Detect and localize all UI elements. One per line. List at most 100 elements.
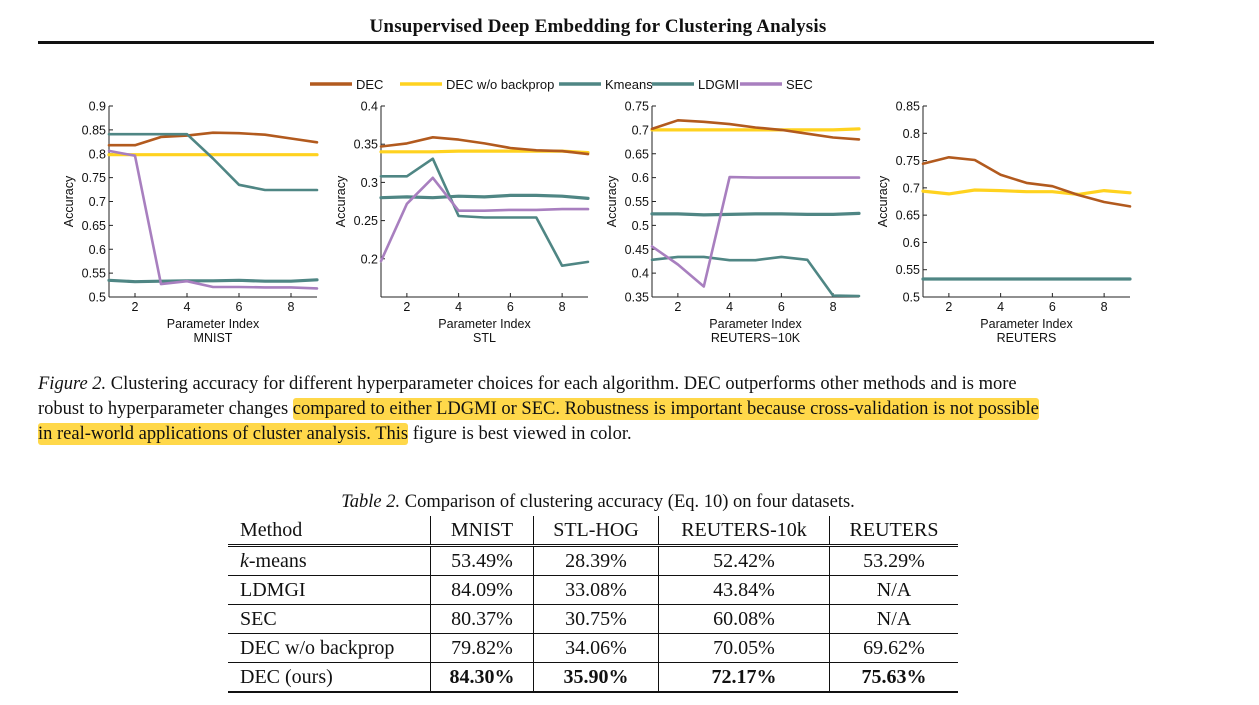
y-tick-label: 0.65 [625, 147, 649, 161]
y-tick-label: 0.9 [89, 100, 106, 114]
table-caption: Table 2. Comparison of clustering accura… [228, 492, 968, 513]
chart-panel-reuters-10k: 0.35 0.4 0.45 0.5 0.55 0.6 0.65 0.7 0.75 2 4 6 8 Para… [605, 100, 861, 345]
chart-title: STL [473, 331, 496, 345]
legend-label-dec: DEC [356, 77, 383, 92]
x-axis-label: Parameter Index [709, 317, 802, 331]
y-tick-label: 0.35 [625, 291, 649, 305]
y-axis-label: Accuracy [876, 175, 890, 227]
x-tick-label: 8 [288, 300, 295, 314]
chart-legend: DEC DEC w/o backprop Kmeans LDGMI SEC [310, 77, 813, 92]
row-method: DEC w/o backprop [228, 633, 431, 663]
cell-reuters: N/A [829, 575, 958, 605]
table-row: LDMGI 84.09% 33.08% 43.84% N/A [228, 575, 958, 605]
cell-stl-hog: 35.90% [533, 662, 659, 693]
y-tick-label: 0.6 [903, 236, 920, 250]
x-tick-label: 4 [726, 300, 733, 314]
y-tick-label: 0.3 [361, 176, 378, 190]
figure-caption-line1: Clustering accuracy for different hyperp… [106, 374, 1017, 394]
x-axis-label: Parameter Index [438, 317, 531, 331]
x-tick-label: 6 [778, 300, 785, 314]
y-tick-label: 0.75 [625, 100, 649, 114]
chart-panel-reuters: 0.5 0.55 0.6 0.65 0.7 0.75 0.8 0.85 2 4 6 8 Paramete… [876, 100, 1132, 345]
x-tick-label: 4 [455, 300, 462, 314]
figure-caption: Figure 2. Clustering accuracy for differ… [38, 372, 1156, 447]
y-tick-label: 0.85 [82, 123, 106, 137]
y-tick-label: 0.7 [632, 123, 649, 137]
x-tick-label: 6 [1049, 300, 1056, 314]
y-tick-label: 0.8 [89, 147, 106, 161]
series-line-kmeans [650, 211, 861, 217]
cell-reuters-10k: 52.42% [658, 545, 830, 576]
row-method: k-means [228, 545, 431, 576]
highlight-span-2[interactable]: in real-world applications of cluster an… [38, 423, 409, 445]
series-line-kmeans [379, 193, 590, 200]
series-line-sec [650, 175, 861, 288]
legend-item-sec: SEC [740, 77, 813, 92]
cell-stl-hog: 28.39% [533, 545, 659, 576]
y-tick-label: 0.55 [896, 263, 920, 277]
cell-reuters: N/A [829, 604, 958, 634]
chart-title: MNIST [194, 331, 233, 345]
chart-panel-mnist: 0.5 0.55 0.6 0.65 0.7 0.75 0.8 0.85 0.9 2 4 6 8 Param… [62, 100, 319, 345]
y-tick-label: 0.55 [82, 267, 106, 281]
legend-item-ldgmi: LDGMI [652, 77, 739, 92]
figure-caption-line2-plain: robust to hyperparameter changes [38, 399, 293, 419]
cell-reuters: 75.63% [829, 662, 958, 693]
series-line-ldgmi [107, 132, 319, 192]
series-line-ldgmi [650, 255, 861, 298]
table-caption-lead: Table 2. [341, 492, 401, 512]
y-tick-label: 0.25 [354, 214, 378, 228]
cell-stl-hog: 34.06% [533, 633, 659, 663]
row-method: LDMGI [228, 575, 431, 605]
series-line-ldgmi [379, 157, 590, 268]
cell-mnist: 79.82% [430, 633, 534, 663]
y-tick-label: 0.35 [354, 138, 378, 152]
legend-item-kmeans: Kmeans [559, 77, 653, 92]
x-tick-label: 6 [236, 300, 243, 314]
x-tick-label: 4 [184, 300, 191, 314]
cell-mnist: 84.30% [430, 662, 534, 693]
y-tick-label: 0.85 [896, 100, 920, 114]
figure-caption-line3-plain: figure is best viewed in color. [408, 424, 632, 444]
table-row: DEC w/o backprop 79.82% 34.06% 70.05% 69… [228, 633, 958, 663]
x-tick-label: 2 [945, 300, 952, 314]
table-row: k-means 53.49% 28.39% 52.42% 53.29% [228, 545, 958, 576]
cell-reuters: 69.62% [829, 633, 958, 663]
legend-item-dec-w-o-backprop: DEC w/o backprop [400, 77, 554, 92]
method-k-rest: -means [248, 550, 307, 572]
chart-title: REUTERS−10K [711, 331, 801, 345]
table-row: SEC 80.37% 30.75% 60.08% N/A [228, 604, 958, 634]
cell-stl-hog: 30.75% [533, 604, 659, 634]
series-line-dec-w-o-backprop [921, 188, 1132, 196]
table-row-best: DEC (ours) 84.30% 35.90% 72.17% 75.63% [228, 662, 958, 693]
y-tick-label: 0.45 [625, 243, 649, 257]
y-tick-label: 0.6 [632, 171, 649, 185]
figure-caption-lead: Figure 2. [38, 374, 107, 394]
y-tick-label: 0.7 [903, 181, 920, 195]
y-tick-label: 0.5 [89, 291, 106, 305]
x-axis-label: Parameter Index [167, 317, 260, 331]
x-tick-label: 4 [997, 300, 1004, 314]
table-caption-text: Comparison of clustering accuracy (Eq. 1… [400, 492, 855, 512]
y-tick-label: 0.2 [361, 252, 378, 266]
y-tick-label: 0.5 [632, 219, 649, 233]
header-stl-hog: STL-HOG [533, 516, 659, 547]
header-mnist: MNIST [430, 516, 534, 547]
x-tick-label: 8 [830, 300, 837, 314]
y-tick-label: 0.65 [896, 209, 920, 223]
header-reuters: REUTERS [829, 516, 958, 547]
y-axis-label: Accuracy [334, 175, 348, 227]
header-reuters-10k: REUTERS-10k [658, 516, 830, 547]
x-tick-label: 2 [132, 300, 139, 314]
cell-stl-hog: 33.08% [533, 575, 659, 605]
y-tick-label: 0.75 [896, 154, 920, 168]
series-line-dec [379, 136, 590, 156]
x-axis-label: Parameter Index [980, 317, 1073, 331]
x-tick-label: 2 [403, 300, 410, 314]
title-rule [38, 41, 1154, 44]
table-header-row: Method MNIST STL-HOG REUTERS-10k REUTERS [228, 516, 958, 547]
y-tick-label: 0.75 [82, 171, 106, 185]
x-tick-label: 8 [1101, 300, 1108, 314]
highlight-span-1[interactable]: compared to either LDGMI or SEC. Robustn… [292, 398, 1039, 420]
